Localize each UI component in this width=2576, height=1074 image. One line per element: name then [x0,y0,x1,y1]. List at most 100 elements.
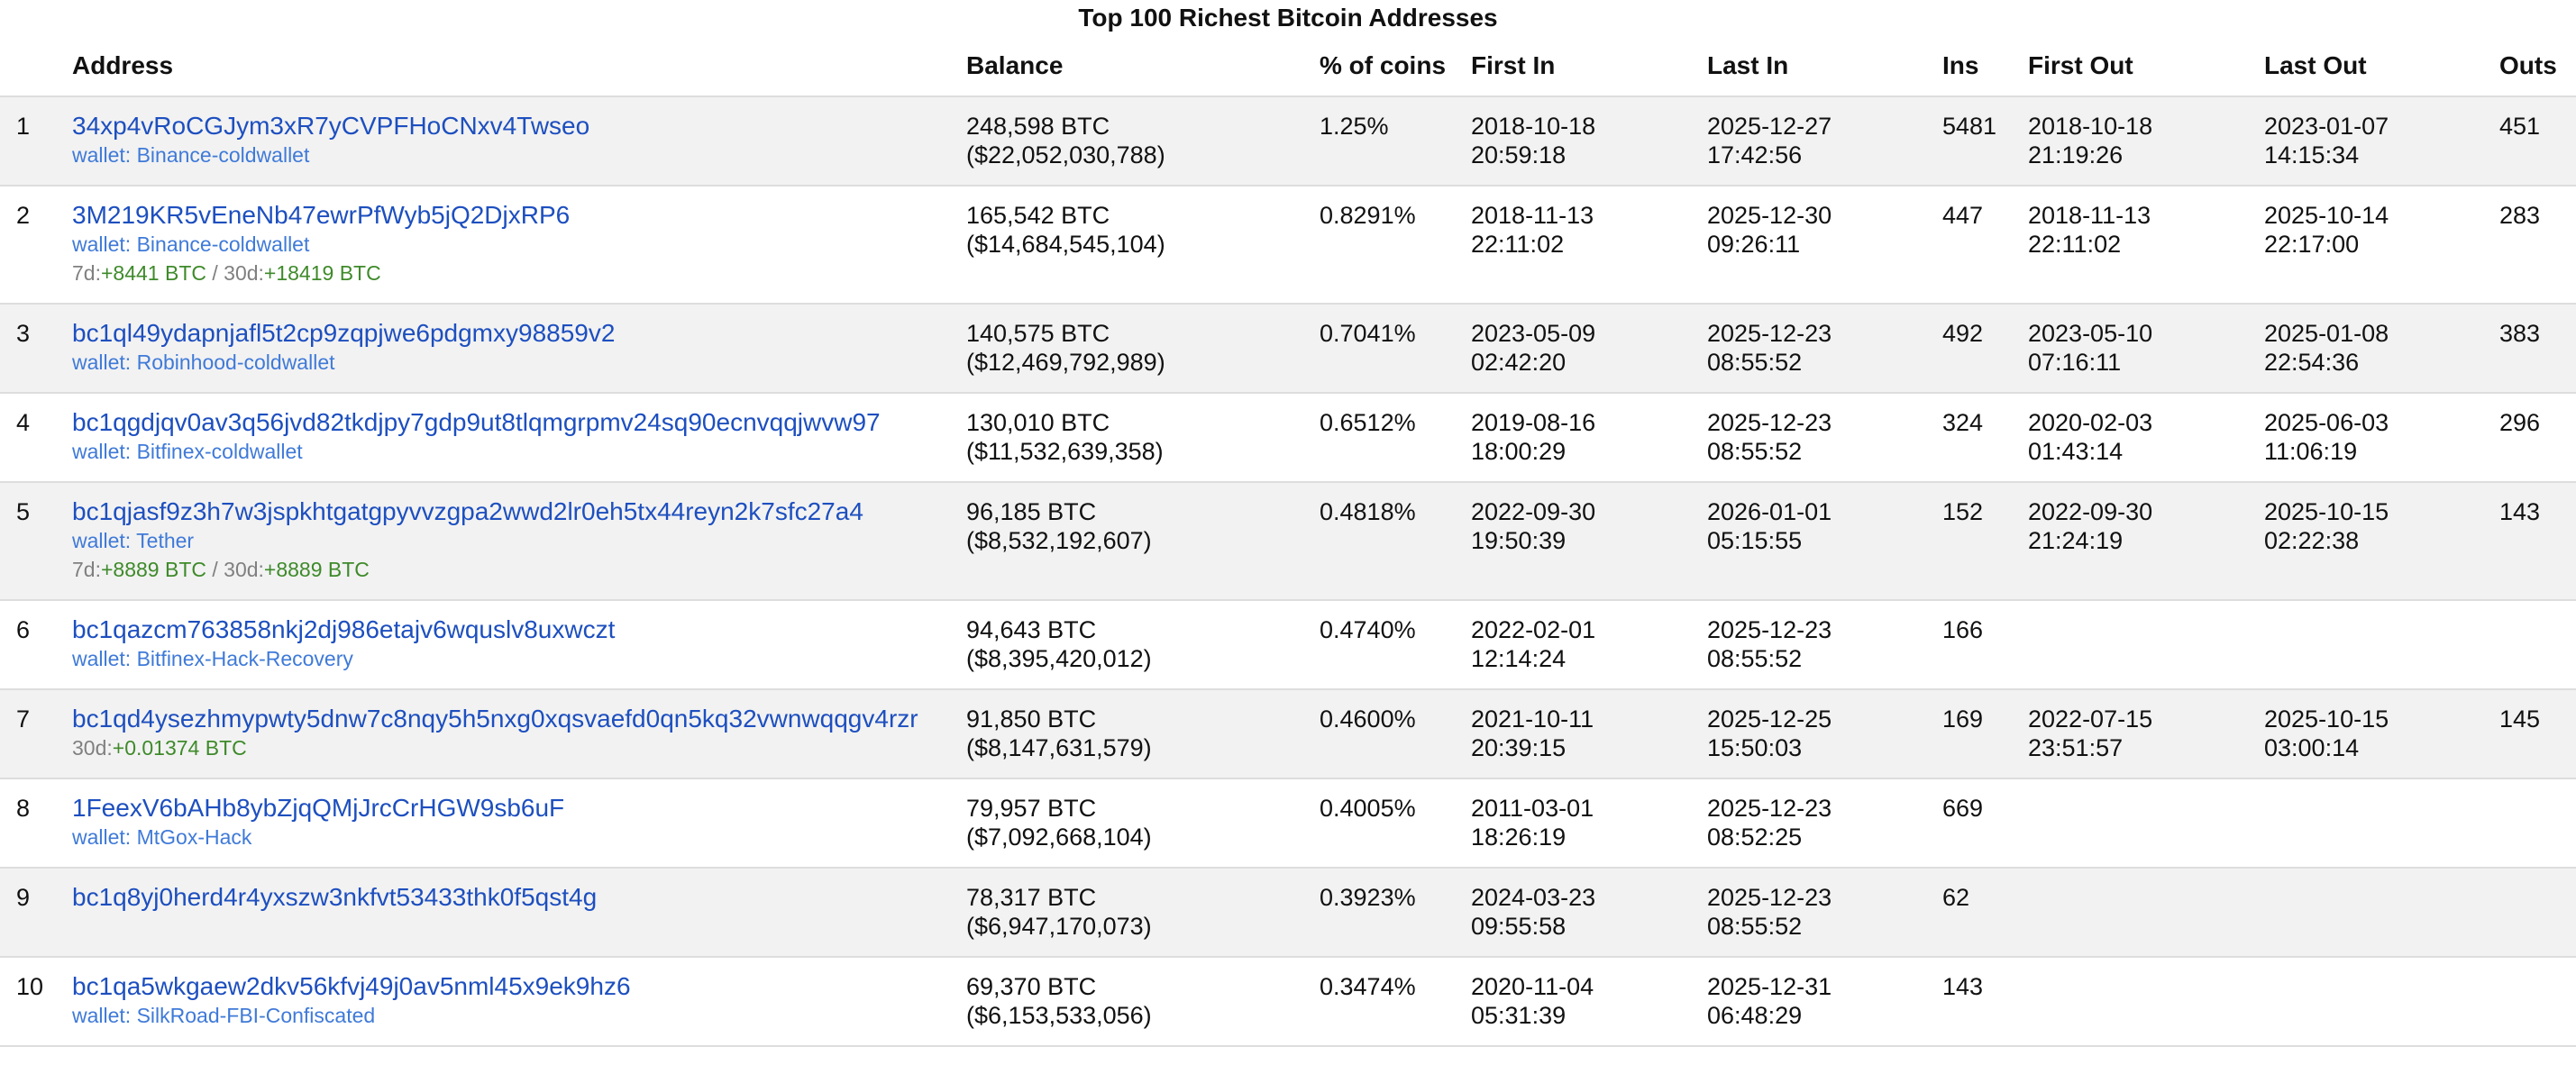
time: 09:26:11 [1707,231,1801,258]
time: 05:31:39 [1471,1002,1567,1029]
address-link[interactable]: 3M219KR5vEneNb47ewrPfWyb5jQ2DjxRP6 [72,201,571,229]
time: 01:43:14 [2028,438,2124,465]
table-row: 4 bc1qgdjqv0av3q56jvd82tkdjpy7gdp9ut8tlqm… [0,393,2576,483]
balance-btc: 140,575 BTC [966,320,1110,347]
table-row: 1 34xp4vRoCGJym3xR7yCVPFHoCNxv4Twseo walle… [0,96,2576,187]
first-out-cell: 2023-05-10 07:16:11 [2028,304,2264,394]
address-cell: bc1ql49ydapnjafl5t2cp9zqpjwe6pdgmxy98859… [72,304,966,394]
wallet-label: wallet: Robinhood-coldwallet [72,350,335,374]
date: 2025-12-27 [1707,113,1832,140]
percent-cell: 0.4818% [1320,482,1471,601]
date: 2025-12-30 [1707,202,1832,229]
last-in-cell: 2025-12-27 17:42:56 [1707,96,1942,187]
rank-cell: 5 [0,482,72,601]
address-link[interactable]: bc1qazcm763858nkj2dj986etajv6wquslv8uxwc… [72,615,616,643]
ins-cell: 143 [1942,957,2028,1047]
balance-usd: ($14,684,545,104) [966,231,1165,258]
time: 22:17:00 [2264,231,2360,258]
outs-cell: 283 [2499,186,2576,305]
last-out-cell: 2025-01-08 22:54:36 [2264,304,2499,394]
address-link[interactable]: bc1ql49ydapnjafl5t2cp9zqpjwe6pdgmxy98859… [72,319,616,347]
rank-cell: 10 [0,957,72,1047]
outs-cell [2499,868,2576,958]
rank-cell: 7 [0,689,72,779]
rank-cell: 6 [0,600,72,690]
ins-cell: 669 [1942,778,2028,869]
last-out-cell: 2025-10-14 22:17:00 [2264,186,2499,305]
outs-cell: 296 [2499,393,2576,483]
rank-cell: 8 [0,778,72,869]
column-header: First In [1471,52,1707,97]
address-link[interactable]: bc1qa5wkgaew2dkv56kfvj49j0av5nml45x9ek9h… [72,972,631,1000]
time: 03:00:14 [2264,734,2360,761]
column-header: Last In [1707,52,1942,97]
date: 2018-10-18 [2028,113,2153,140]
change-label: 30d: [72,736,113,760]
address-link[interactable]: bc1qd4ysezhmypwty5dnw7c8nqy5h5nxg0xqsvae… [72,705,918,733]
address-link[interactable]: 1FeexV6bAHb8ybZjqQMjJrcCrHGW9sb6uF [72,794,565,822]
change-label: / 30d: [206,558,264,581]
time: 08:55:52 [1707,645,1803,672]
time: 09:55:58 [1471,913,1567,940]
time: 15:50:03 [1707,734,1803,761]
address-table: Address Balance% of coins First In Last In I… [0,52,2576,1047]
date: 2025-12-23 [1707,409,1832,436]
balance-btc: 96,185 BTC [966,498,1097,525]
percent-cell: 1.25% [1320,96,1471,187]
date: 2021-10-11 [1471,705,1594,733]
address-link[interactable]: bc1qgdjqv0av3q56jvd82tkdjpy7gdp9ut8tlqmg… [72,408,881,436]
table-row: 3 bc1ql49ydapnjafl5t2cp9zqpjwe6pdgmxy9885… [0,304,2576,394]
change-value: +8889 BTC [100,558,206,581]
address-link[interactable]: bc1q8yj0herd4r4yxszw3nkfvt53433thk0f5qst… [72,883,598,911]
change-label: 7d: [72,261,101,285]
balance-cell: 91,850 BTC ($8,147,631,579) [966,689,1320,779]
wallet-label: wallet: MtGox-Hack [72,825,252,849]
address-cell: bc1q8yj0herd4r4yxszw3nkfvt53433thk0f5qst… [72,868,966,958]
change-label: 7d: [72,558,101,581]
date: 2025-10-15 [2264,498,2389,525]
first-out-cell [2028,868,2264,958]
first-out-cell: 2022-07-15 23:51:57 [2028,689,2264,779]
ins-cell: 447 [1942,186,2028,305]
column-header [0,52,72,97]
last-out-cell [2264,778,2499,869]
time: 06:48:29 [1707,1002,1803,1029]
time: 20:59:18 [1471,141,1567,168]
change-value: +8889 BTC [263,558,370,581]
ins-cell: 152 [1942,482,2028,601]
rank-cell: 1 [0,96,72,187]
column-header: % of coins [1320,52,1471,97]
balance-usd: ($8,147,631,579) [966,734,1152,761]
outs-cell [2499,957,2576,1047]
time: 02:22:38 [2264,527,2360,554]
balance-usd: ($8,395,420,012) [966,645,1152,672]
outs-cell: 383 [2499,304,2576,394]
balance-cell: 248,598 BTC ($22,052,030,788) [966,96,1320,187]
wallet-label: wallet: SilkRoad-FBI-Confiscated [72,1004,376,1027]
balance-btc: 165,542 BTC [966,202,1110,229]
address-cell: 3M219KR5vEneNb47ewrPfWyb5jQ2DjxRP6 wallet… [72,186,966,305]
page-title: Top 100 Richest Bitcoin Addresses [1078,4,1498,32]
last-out-cell [2264,957,2499,1047]
wallet-label: wallet: Bitfinex-Hack-Recovery [72,647,353,670]
balance-usd: ($8,532,192,607) [966,527,1152,554]
balance-btc: 91,850 BTC [966,705,1097,733]
balance-btc: 94,643 BTC [966,616,1097,643]
rank-cell: 2 [0,186,72,305]
ins-cell: 324 [1942,393,2028,483]
address-link[interactable]: 34xp4vRoCGJym3xR7yCVPFHoCNxv4Twseo [72,112,590,140]
rank-cell: 4 [0,393,72,483]
date: 2025-12-23 [1707,884,1832,911]
wallet-label: wallet: Binance-coldwallet [72,143,310,167]
percent-cell: 0.4005% [1320,778,1471,869]
column-header: Last Out [2264,52,2499,97]
balance-cell: 94,643 BTC ($8,395,420,012) [966,600,1320,690]
outs-cell: 145 [2499,689,2576,779]
first-in-cell: 2018-10-18 20:59:18 [1471,96,1707,187]
first-in-cell: 2020-11-04 05:31:39 [1471,957,1707,1047]
ins-cell: 169 [1942,689,2028,779]
balance-btc: 78,317 BTC [966,884,1097,911]
date: 2019-08-16 [1471,409,1596,436]
time: 23:51:57 [2028,734,2124,761]
address-link[interactable]: bc1qjasf9z3h7w3jspkhtgatgpyvvzgpa2wwd2lr… [72,497,863,525]
